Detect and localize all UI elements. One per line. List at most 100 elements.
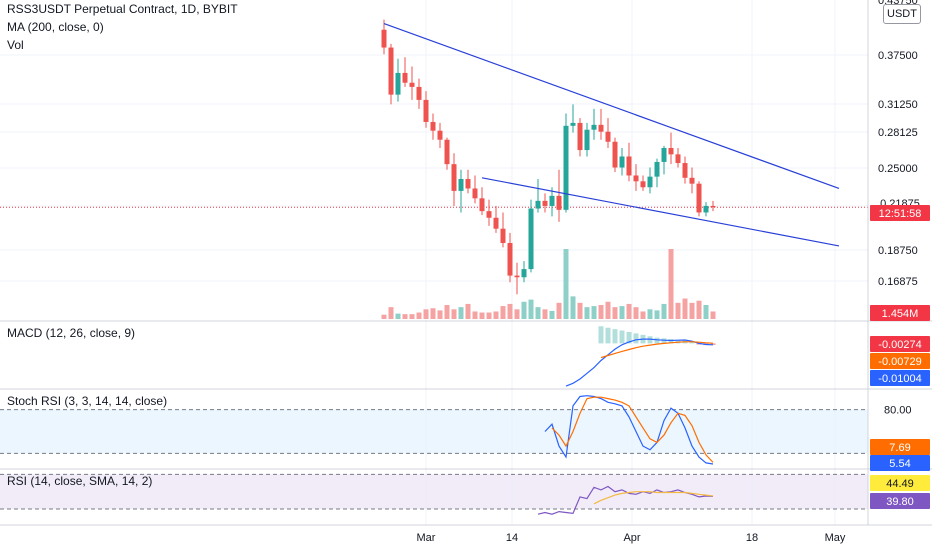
candle-body — [605, 131, 611, 142]
volume-bar — [437, 310, 443, 319]
candle-body — [409, 82, 415, 87]
signal-line — [600, 341, 714, 359]
volume-bar — [563, 249, 569, 319]
candle-body — [689, 177, 695, 184]
volume-bar — [556, 302, 562, 319]
volume-bar — [654, 310, 660, 319]
candle-body — [633, 175, 639, 182]
countdown-label-bg — [870, 205, 930, 221]
candle-body — [472, 188, 478, 199]
volume-bar — [549, 310, 555, 319]
volume-bar — [647, 309, 653, 319]
candle-body — [696, 183, 702, 213]
candle-body — [549, 195, 555, 206]
volume-bar — [612, 307, 618, 319]
rsi-value-label: 39.80 — [886, 496, 914, 508]
volume-bar — [640, 311, 646, 319]
vol-legend[interactable]: Vol — [7, 38, 24, 52]
candle-body — [521, 269, 527, 278]
trendline — [383, 23, 840, 190]
volume-bar — [598, 305, 604, 319]
time-tick-label: Mar — [417, 532, 436, 544]
rsi-legend[interactable]: RSI (14, close, SMA, 14, 2) — [7, 474, 153, 488]
price-tick-label: 0.43750 — [878, 0, 918, 7]
candle-body — [710, 205, 716, 208]
macd-pane — [565, 326, 716, 387]
candle-body — [493, 217, 499, 229]
macd-legend[interactable]: MACD (12, 26, close, 9) — [7, 326, 136, 340]
volume-bar — [703, 305, 709, 319]
candle-body — [563, 125, 569, 210]
volume-bar — [521, 301, 527, 319]
candle-body — [444, 139, 450, 165]
volume-bar — [416, 312, 422, 319]
volume-bar — [444, 305, 450, 319]
volume-bar — [486, 312, 492, 319]
candle-body — [626, 156, 632, 176]
candle-body — [577, 122, 583, 151]
macd-hist-label-bg — [870, 336, 930, 352]
stoch-rsi-legend[interactable]: Stoch RSI (3, 3, 14, 14, close) — [7, 394, 168, 408]
candle-body — [381, 29, 387, 48]
rsi-pane — [537, 485, 714, 515]
volume-bar — [535, 307, 541, 319]
volume-bar — [710, 311, 716, 319]
price-tick-label: 0.28125 — [878, 127, 918, 139]
candle-body — [682, 163, 688, 178]
trendlines[interactable] — [383, 23, 840, 247]
macd-signal-label-bg — [870, 353, 930, 369]
volume-bars — [381, 249, 716, 319]
price-tick-label: 0.16875 — [878, 276, 918, 288]
price-tick-label: 0.25000 — [878, 163, 918, 175]
macd-histogram-bar — [633, 333, 639, 344]
currency-button[interactable]: USDT — [883, 4, 921, 24]
time-tick-label: 18 — [746, 532, 758, 544]
candle-body — [465, 178, 471, 189]
candle-body — [402, 72, 408, 83]
candle-body — [535, 200, 541, 209]
candle-body — [486, 211, 492, 218]
macd-value-label: -0.01004 — [878, 373, 921, 385]
candle-body — [703, 205, 709, 213]
volume-bar — [591, 306, 597, 319]
volume-bar — [423, 309, 429, 319]
candle-body — [556, 195, 562, 210]
macd-histogram-bar — [654, 337, 660, 344]
volume-bar — [507, 303, 513, 319]
candle-body — [542, 200, 548, 206]
rsi-value-label-bg — [870, 493, 930, 509]
stoch-tick-label: 80.00 — [884, 405, 912, 417]
volume-bar — [395, 313, 401, 319]
price-tick-label: 0.37500 — [878, 50, 918, 62]
rsi-ma-label: 44.49 — [886, 478, 914, 490]
volume-bar — [542, 309, 548, 319]
candle-body — [479, 198, 485, 212]
ma-legend[interactable]: MA (200, close, 0) — [7, 20, 104, 34]
macd-histogram-bar — [661, 338, 667, 344]
stoch-band-fill — [0, 409, 868, 454]
candle-body — [619, 156, 625, 168]
stoch-k-label: 5.54 — [889, 458, 910, 470]
volume-bar — [472, 311, 478, 319]
rsi-ma-label-bg — [870, 475, 930, 491]
volume-bar — [626, 303, 632, 319]
grid-lines — [0, 0, 868, 525]
stoch-d-label: 7.69 — [889, 442, 910, 454]
volume-bar — [668, 249, 674, 319]
candle-body — [514, 275, 520, 278]
stoch-d-line — [551, 396, 714, 463]
volume-bar — [584, 307, 590, 319]
symbol-title[interactable]: RSS3USDT Perpetual Contract, 1D, BYBIT — [7, 2, 238, 16]
volume-bar — [402, 314, 408, 319]
candle-body — [640, 181, 646, 188]
volume-bar — [500, 306, 506, 319]
volume-bar — [661, 303, 667, 319]
value-labels: 0.2187512:51:581.454M-0.00274-0.00729-0.… — [870, 195, 930, 509]
volume-bar — [528, 299, 534, 319]
candle-body — [458, 178, 464, 191]
volume-bar — [493, 311, 499, 319]
candle-body — [416, 86, 422, 100]
macd-histogram-bar — [626, 331, 632, 344]
